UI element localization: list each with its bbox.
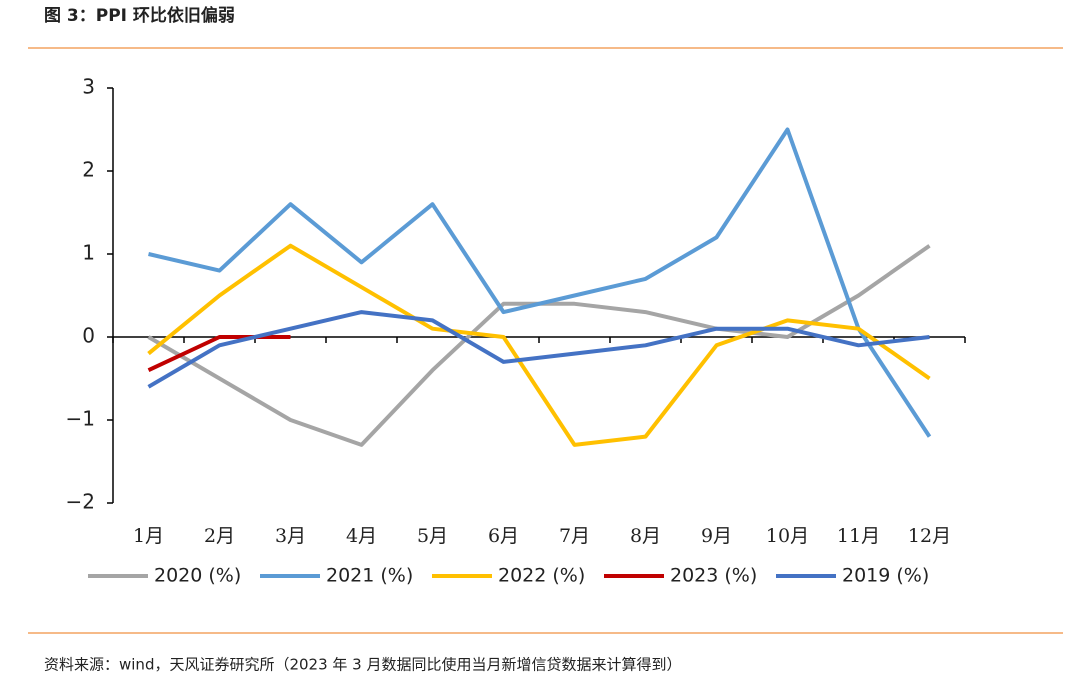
x-tick-label: 11月 [837,525,880,547]
legend-label: 2021 (%) [326,565,413,587]
series-line [147,310,930,389]
legend-label: 2019 (%) [842,565,929,587]
series-line [148,127,932,438]
y-tick-label: 0 [82,324,95,348]
x-tick-label: 4月 [346,525,377,547]
x-tick-label: 12月 [908,525,951,547]
x-tick-label: 10月 [766,525,809,547]
x-tick-label: 9月 [701,525,732,547]
y-tick-label: −1 [66,407,95,431]
x-tick-label: 5月 [417,525,448,547]
y-tick-label: −2 [66,490,95,514]
x-tick-label: 7月 [559,525,590,547]
y-tick-label: 2 [82,158,95,182]
y-tick-label: 3 [82,75,95,99]
x-tick-label: 6月 [488,525,519,547]
legend-label: 2020 (%) [154,565,241,587]
y-tick-label: 1 [82,241,95,265]
source-note: 资料来源：wind，天风证券研究所（2023 年 3 月数据同比使用当月新增信贷… [44,656,682,674]
series-line [147,335,291,373]
series-line [147,243,931,447]
x-tick-label: 1月 [133,525,164,547]
legend-label: 2023 (%) [670,565,757,587]
legend-label: 2022 (%) [498,565,585,587]
series-line [147,244,931,447]
x-tick-label: 2月 [204,525,235,547]
x-tick-label: 3月 [275,525,306,547]
chart-title: 图 3：PPI 环比依旧偏弱 [44,5,235,26]
x-tick-label: 8月 [630,525,661,547]
